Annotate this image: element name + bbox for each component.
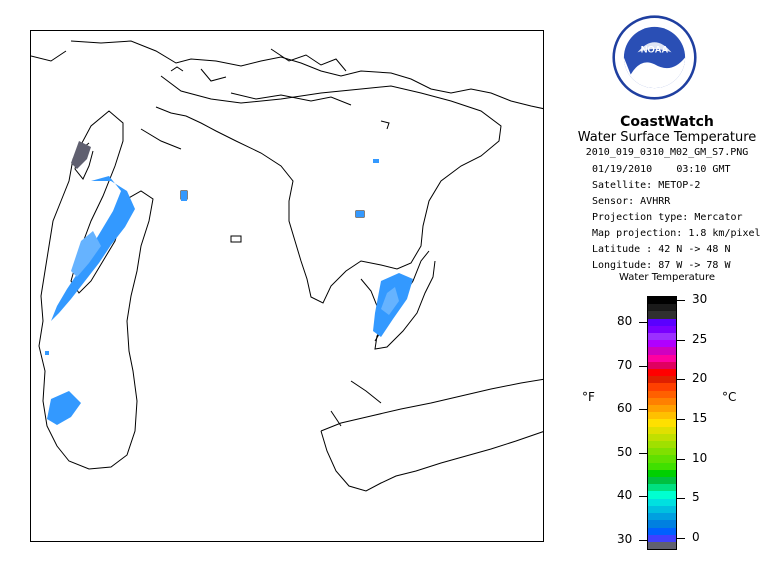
color-swatch [648,527,676,535]
celsius-tick-mark [677,458,685,460]
celsius-tick-label: 30 [692,292,708,306]
color-swatch [648,505,676,514]
color-scale-bar [647,296,677,550]
color-swatch [648,455,676,463]
date-text: 01/19/2010 [592,164,653,175]
celsius-tick-label: 0 [692,530,700,544]
sensor-text: Sensor: AVHRR [592,196,671,207]
celsius-tick-label: 20 [692,371,708,386]
color-swatch [648,318,676,326]
lake-huron-shore [155,75,502,304]
celsius-tick-label: 10 [692,450,708,465]
fahrenheit-tick-label: 30 [617,532,633,546]
fahrenheit-tick-mark [639,322,647,323]
celsius-tick-mark [677,538,685,539]
map-projection-text: Map projection: 1.8 km/pixel [592,228,761,239]
color-swatch [648,397,676,406]
file-name: 2010_019_0310_M02_GM_S7.PNG [585,147,749,158]
color-swatch [648,441,676,449]
map-canvas [31,40,543,492]
celsius-tick-mark [677,300,685,301]
fahrenheit-tick-label: 40 [617,488,633,503]
color-swatch [648,340,676,348]
fahrenheit-tick-mark [639,496,647,498]
map-frame[interactable] [30,30,544,542]
noaa-logo: NOAA [612,15,697,100]
brand-title: CoastWatch [620,114,714,130]
color-swatch [648,361,676,370]
color-swatch [648,448,676,456]
celsius-tick-mark [677,498,685,500]
latitude-text: Latitude : 42 N -> 48 N [592,244,731,255]
color-swatch [648,498,676,506]
color-swatch [648,419,676,427]
celsius-tick-label: 15 [692,411,708,425]
fahrenheit-tick-label: 60 [617,401,633,416]
fahrenheit-tick-label: 50 [617,444,633,459]
celsius-unit: °C [722,390,737,404]
color-swatch [648,383,676,391]
color-swatch [648,369,676,377]
color-swatch [648,477,676,485]
celsius-tick-label: 5 [692,490,700,505]
color-swatch [648,484,676,492]
colorbar-title: Water Temperature [618,272,716,283]
longitude-text: Longitude: 87 W -> 78 W [592,260,731,271]
color-swatch [648,426,676,434]
lake-erie-shore [320,378,543,432]
color-swatch [648,491,676,499]
fahrenheit-tick-label: 80 [617,314,633,328]
date-time: 01/19/2010 03:10 GMT [592,164,731,175]
color-swatch [648,333,676,341]
fahrenheit-tick-label: 70 [617,357,633,372]
color-swatch [648,433,676,442]
color-swatch [648,354,676,362]
celsius-tick-mark [677,339,685,341]
fahrenheit-tick-mark [639,452,647,454]
legend-panel: NOAA CoastWatch Water Surface Temperatur… [552,0,782,572]
satellite-text: Satellite: METOP-2 [592,180,701,191]
color-swatch [648,412,676,420]
color-swatch [648,311,676,319]
color-swatch [648,347,676,355]
projection-type-text: Projection type: Mercator [592,212,743,223]
fahrenheit-unit: °F [582,390,595,404]
color-swatch [648,405,676,413]
color-swatch [648,541,676,550]
temperature-overlay [45,141,413,425]
fahrenheit-tick-mark [639,365,647,367]
color-swatch [648,390,676,398]
color-swatch [648,325,676,334]
celsius-tick-mark [677,379,685,381]
color-swatch [648,462,676,470]
celsius-tick-mark [677,419,685,420]
georgian-bay-shore [374,250,436,350]
color-swatch [648,297,676,305]
color-swatch [648,376,676,384]
color-swatch [648,520,676,528]
color-swatch [648,513,676,521]
product-title: Water Surface Temperature [577,130,757,145]
color-swatch [648,304,676,312]
svg-text:NOAA: NOAA [641,44,669,54]
celsius-tick-label: 25 [692,331,708,346]
fahrenheit-tick-mark [639,540,647,541]
color-swatch [648,469,676,478]
color-swatch [648,534,676,542]
time-text: 03:10 GMT [676,164,731,175]
fahrenheit-tick-mark [639,409,647,411]
